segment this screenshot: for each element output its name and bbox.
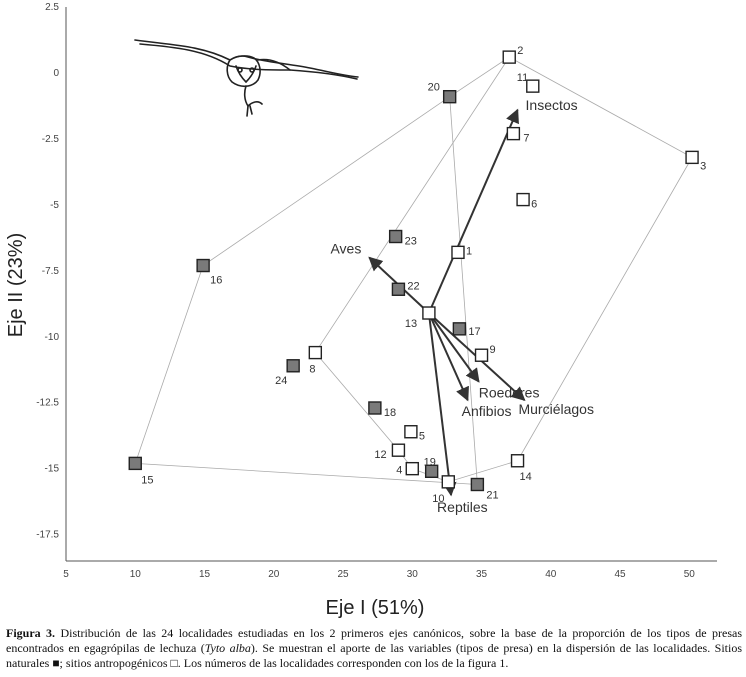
- locality-label: 4: [396, 465, 402, 477]
- locality-marker: [196, 258, 210, 273]
- y-tick-label: -17.5: [36, 530, 59, 541]
- vector-arrow: [427, 312, 457, 497]
- x-tick-label: 25: [337, 569, 349, 580]
- locality-marker: [388, 229, 403, 244]
- locality-label: 20: [428, 82, 440, 94]
- locality-label: 17: [468, 326, 480, 338]
- locality-label: 12: [374, 449, 386, 461]
- locality-label: 15: [141, 474, 153, 486]
- locality-label: 14: [520, 471, 532, 483]
- caption-label: Figura 3.: [6, 626, 56, 640]
- locality-marker: [286, 359, 300, 373]
- vector-label: Reptiles: [437, 499, 488, 515]
- caption-text-1: Distribución de las 24 localidades estud…: [6, 626, 742, 655]
- x-tick-label: 40: [545, 569, 557, 580]
- vector-arrow: [427, 108, 519, 314]
- locality-marker: [405, 461, 419, 476]
- locality-marker: [422, 306, 436, 320]
- figure-caption: Figura 3. Distribución de las 24 localid…: [6, 626, 742, 671]
- locality-label: 9: [490, 344, 496, 356]
- y-tick-label: 0: [53, 68, 59, 79]
- vector-label: Murciélagos: [518, 401, 593, 417]
- vector-label: Insectos: [526, 97, 578, 113]
- barn-owl-illustration: [134, 39, 359, 117]
- locality-marker: [441, 475, 455, 489]
- x-tick-label: 50: [684, 569, 696, 580]
- locality-marker: [391, 443, 406, 457]
- locality-marker: [516, 192, 530, 207]
- y-tick-label: -10: [45, 332, 60, 343]
- x-tick-label: 45: [614, 569, 626, 580]
- y-tick-label: -12.5: [36, 398, 59, 409]
- locality-label: 8: [309, 364, 315, 376]
- x-tick-label: 5: [63, 569, 69, 580]
- y-tick-label: -5: [50, 200, 59, 211]
- x-tick-label: 10: [130, 569, 142, 580]
- y-tick-label: -7.5: [42, 266, 60, 277]
- locality-label: 22: [407, 280, 419, 292]
- caption-text-2: ). Se muestran el aporte de las variable…: [6, 641, 742, 670]
- vector-label: Aves: [330, 241, 361, 257]
- locality-marker: [391, 282, 406, 296]
- locality-label: 11: [517, 72, 528, 84]
- locality-marker: [404, 425, 418, 439]
- locality-label: 21: [486, 489, 498, 501]
- vector-arrow: [427, 312, 469, 402]
- locality-label: 3: [700, 160, 706, 172]
- group-outlines: [134, 56, 693, 485]
- locality-marker: [424, 464, 439, 479]
- locality-label: 23: [405, 236, 417, 248]
- locality-marker: [452, 322, 467, 336]
- y-tick-label: 2.5: [45, 2, 59, 13]
- variable-vectors: InsectosAvesRoedoresMurciélagosAnfibiosR…: [330, 97, 593, 515]
- vector-label: Anfibios: [462, 403, 512, 419]
- x-axis-label: Eje I (51%): [326, 597, 425, 619]
- locality-label: 1: [466, 245, 472, 257]
- locality-marker: [128, 456, 142, 471]
- locality-label: 5: [419, 431, 425, 443]
- locality-marker: [451, 245, 465, 260]
- locality-label: 24: [275, 375, 287, 387]
- locality-marker: [510, 454, 525, 468]
- locality-marker: [308, 345, 323, 360]
- y-tick-label: -15: [45, 464, 60, 475]
- x-tick-label: 30: [407, 569, 419, 580]
- locality-marker: [502, 50, 516, 64]
- y-tick-label: -2.5: [42, 134, 60, 145]
- locality-marker: [526, 79, 540, 93]
- locality-marker: [368, 401, 382, 415]
- locality-label: 18: [384, 407, 396, 419]
- locality-marker: [685, 150, 699, 165]
- locality-label: 2: [517, 45, 523, 57]
- locality-label: 10: [432, 493, 444, 505]
- locality-marker: [470, 477, 485, 492]
- locality-label: 7: [523, 133, 529, 145]
- locality-marker: [474, 348, 489, 362]
- group-outline: [134, 56, 510, 485]
- biplot-figure: 5 10 15 20 25 30 35 40 45 502.50-2.5-5-7.5-10-12.…: [5, 2, 717, 619]
- locality-label: 6: [531, 199, 537, 211]
- locality-label: 16: [210, 275, 222, 287]
- axes: 5 10 15 20 25 30 35 40 45 502.50-2.5-5-7.5-10-12.…: [36, 2, 717, 580]
- caption-species: Tyto alba: [204, 641, 251, 655]
- x-tick-label: 15: [199, 569, 211, 580]
- y-axis-label: Eje II (23%): [5, 233, 27, 337]
- locality-label: 19: [424, 456, 436, 468]
- locality-marker: [442, 89, 457, 104]
- vector-arrow: [428, 312, 480, 383]
- locality-label: 13: [405, 318, 417, 330]
- locality-marker: [506, 126, 521, 141]
- x-tick-label: 20: [268, 569, 280, 580]
- x-tick-label: 35: [476, 569, 488, 580]
